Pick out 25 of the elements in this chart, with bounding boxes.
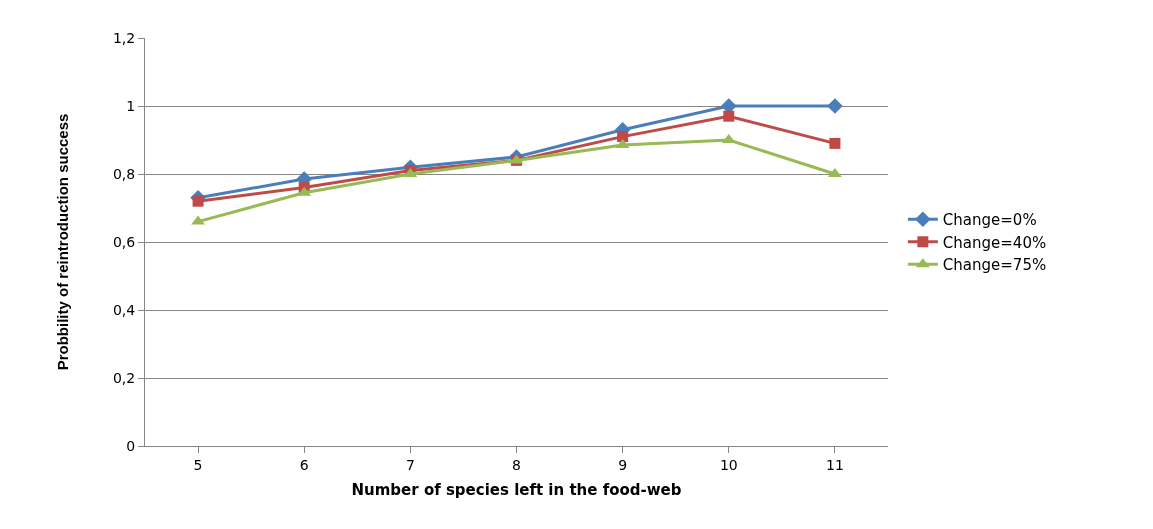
y-tick-label: 1,2: [112, 29, 136, 46]
x-tick-label: 5: [193, 456, 203, 473]
y-tick-label: 0,8: [112, 165, 136, 182]
y-tick-label: 0,6: [112, 233, 136, 250]
legend-label: Change=40%: [942, 233, 1047, 252]
y-tick-label: 0,4: [112, 301, 136, 318]
y-tick-label: 0,2: [112, 369, 136, 386]
x-tick-label: 8: [512, 456, 521, 473]
x-tick-label: 9: [618, 456, 628, 473]
point: [192, 195, 204, 207]
legend-label: Change=75%: [942, 256, 1047, 275]
y-axis-title: Probbility of reintroduction success: [54, 113, 72, 371]
point: [191, 215, 205, 225]
x-tick-label: 11: [826, 456, 844, 473]
point: [829, 137, 841, 149]
x-tick-label: 7: [405, 456, 415, 473]
point: [723, 110, 735, 122]
x-tick-label: 10: [719, 456, 738, 473]
y-tick-label: 0: [126, 437, 136, 454]
y-tick-label: 1: [126, 97, 136, 114]
legend-label: Change=0%: [942, 211, 1037, 230]
point: [617, 131, 629, 143]
point: [827, 98, 843, 114]
x-tick-label: 6: [299, 456, 309, 473]
x-axis-title: Number of species left in the food-web: [351, 480, 682, 499]
